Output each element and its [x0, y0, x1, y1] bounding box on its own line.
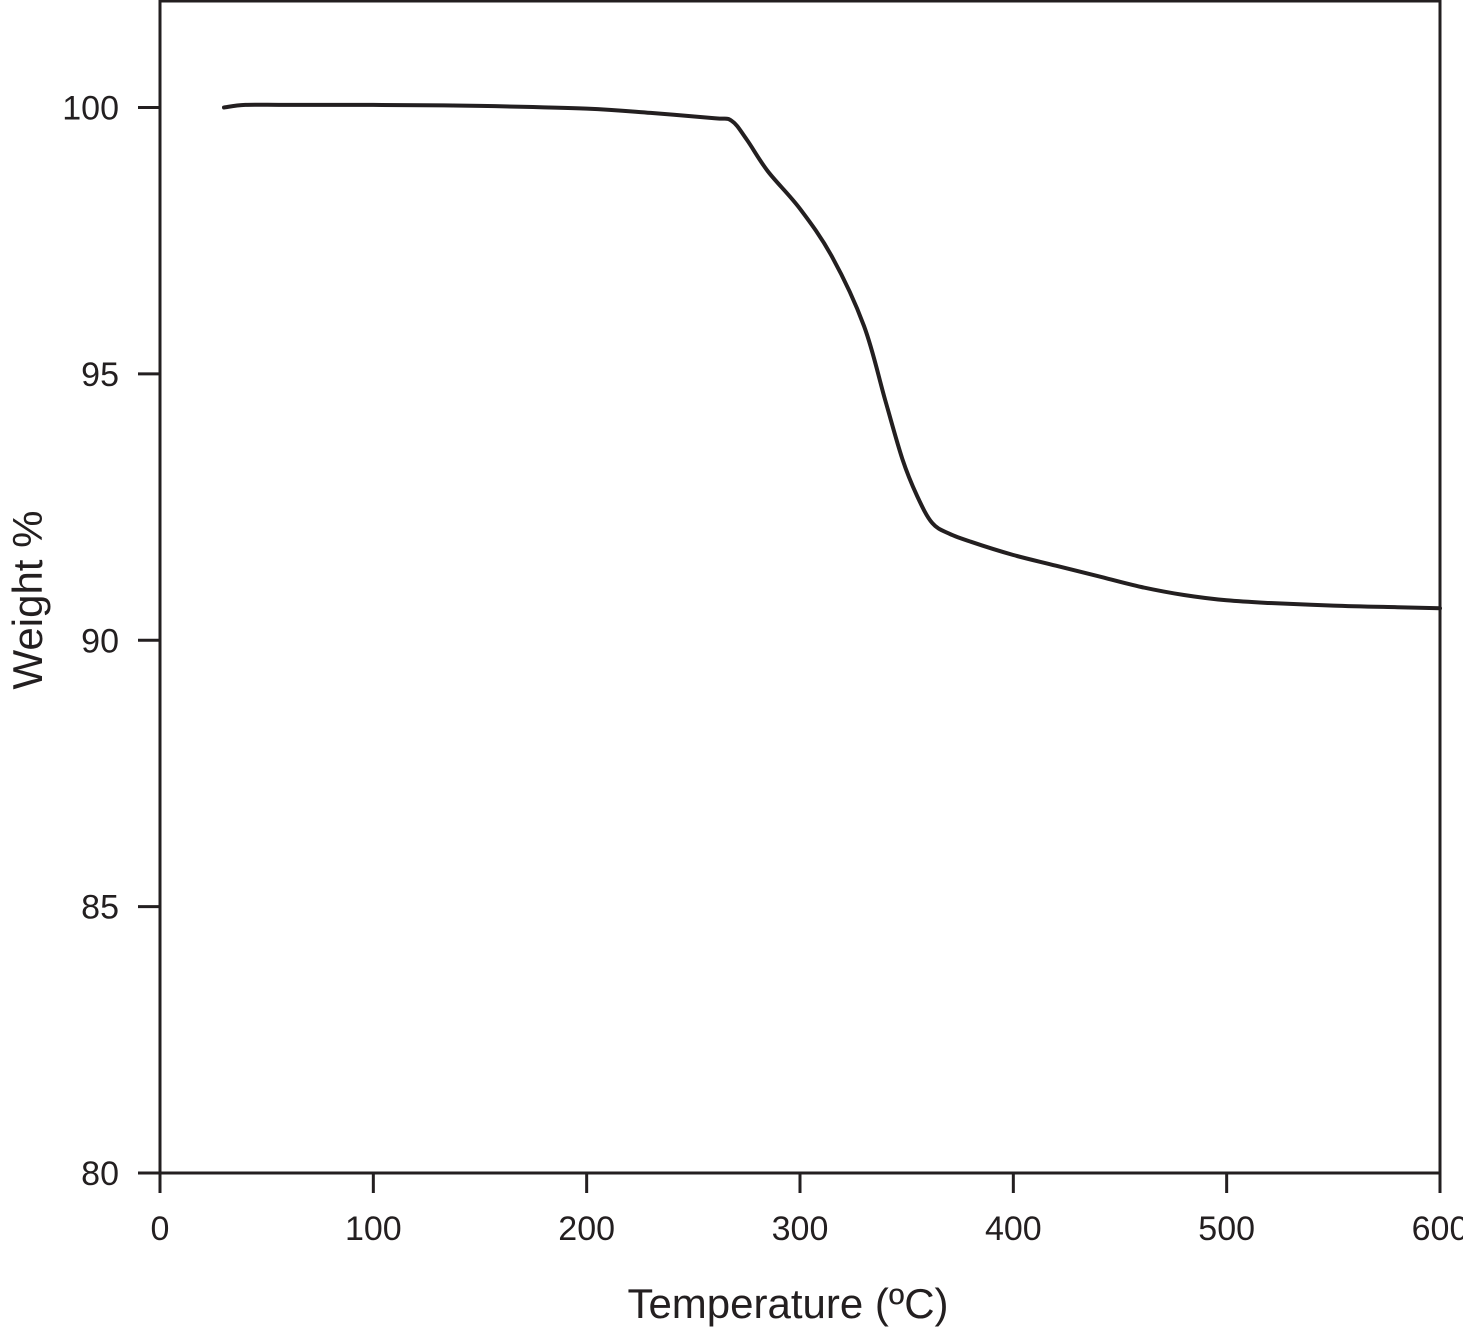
x-tick-label: 600 — [1412, 1210, 1463, 1248]
y-tick-label: 80 — [81, 1155, 119, 1193]
plot-frame — [158, 0, 1442, 1175]
y-tick-label: 100 — [62, 90, 119, 128]
y-axis-ticks: 80 85 90 95 100 — [62, 90, 160, 1193]
y-tick-label: 95 — [81, 356, 119, 394]
x-tick-label: 200 — [558, 1210, 615, 1248]
y-axis-title: Weight % — [4, 511, 51, 690]
x-axis-ticks: 0 100 200 300 400 500 600 — [151, 1173, 1463, 1248]
y-tick-label: 85 — [81, 889, 119, 927]
x-tick-label: 400 — [985, 1210, 1042, 1248]
weight-curve — [222, 102, 1442, 611]
series-layer — [222, 102, 1442, 611]
x-tick-label: 500 — [1198, 1210, 1255, 1248]
x-tick-label: 0 — [151, 1210, 170, 1248]
x-tick-label: 100 — [345, 1210, 402, 1248]
y-tick-label: 90 — [81, 622, 119, 660]
x-tick-label: 300 — [772, 1210, 829, 1248]
x-axis-title: Temperature (ºC) — [627, 1280, 948, 1327]
